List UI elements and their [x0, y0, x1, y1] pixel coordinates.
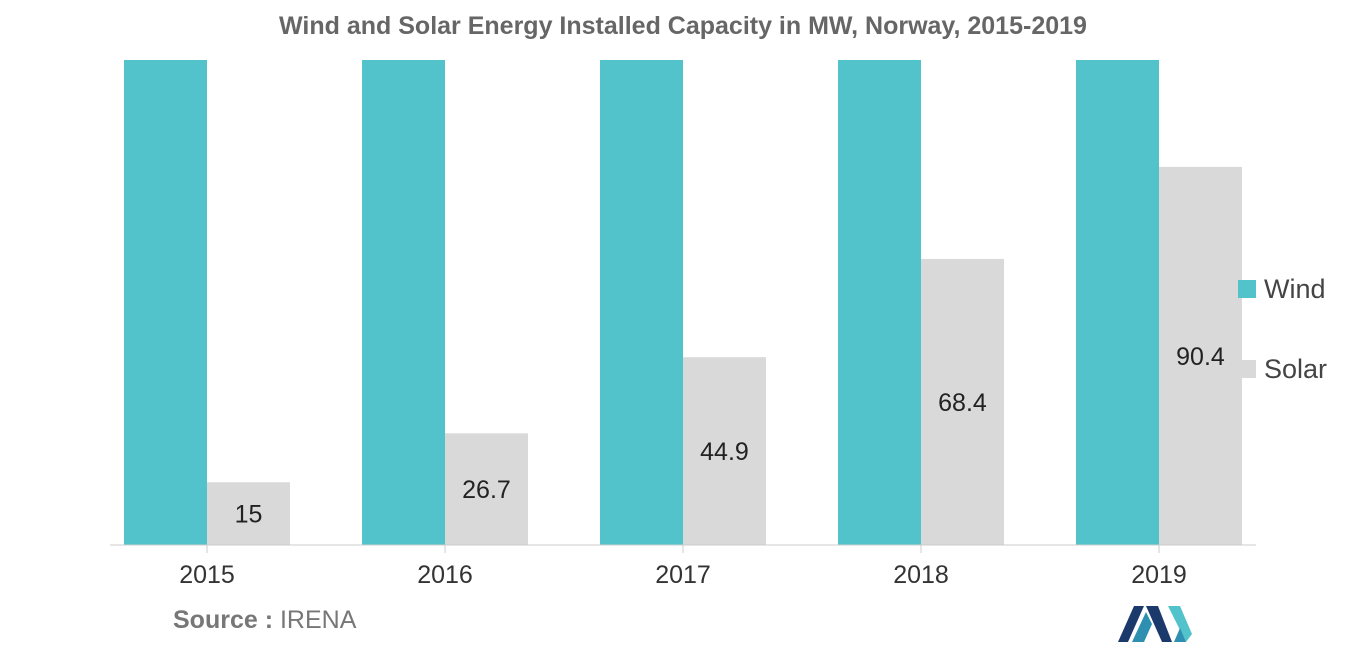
mordor-intelligence-logo-icon [1118, 606, 1192, 642]
bar-wind-2018 [838, 60, 921, 545]
bars-group [124, 60, 1242, 545]
data-label-solar-2015: 15 [235, 501, 263, 529]
bar-solar-2015 [207, 482, 290, 545]
bar-wind-2016 [362, 60, 445, 545]
data-label-solar-2017: 44.9 [700, 438, 749, 466]
data-labels-group: 15 26.7 44.9 68.4 90.4 [235, 343, 1225, 529]
legend-swatch-wind [1238, 280, 1256, 298]
x-axis-ticks: 2015 2016 2017 2018 2019 [179, 545, 1187, 589]
x-tick-label-2016: 2016 [417, 561, 473, 589]
x-tick-label-2018: 2018 [893, 561, 949, 589]
x-tick-label-2015: 2015 [179, 561, 235, 589]
source-label: Source : [173, 606, 274, 634]
legend-label-solar: Solar [1264, 353, 1328, 384]
legend-swatch-solar [1238, 360, 1256, 378]
data-label-solar-2016: 26.7 [462, 476, 511, 504]
legend-item-wind: Wind [1238, 270, 1327, 308]
data-label-solar-2018: 68.4 [938, 389, 987, 417]
bar-wind-2017 [600, 60, 683, 545]
legend: Wind Solar [1238, 270, 1327, 430]
source-note: Source : IRENA [173, 606, 356, 635]
legend-label-wind: Wind [1264, 273, 1326, 304]
source-value: IRENA [279, 606, 357, 634]
bar-wind-2019 [1076, 60, 1159, 545]
bar-solar-2018 [921, 258, 1004, 545]
legend-item-solar: Solar [1238, 350, 1327, 388]
x-tick-label-2017: 2017 [655, 561, 711, 589]
x-tick-label-2019: 2019 [1131, 561, 1187, 589]
chart-title: Wind and Solar Energy Installed Capacity… [279, 12, 1087, 40]
bar-solar-2016 [445, 433, 528, 545]
bar-wind-2015 [124, 60, 207, 545]
data-label-solar-2019: 90.4 [1176, 343, 1225, 371]
bar-solar-2019 [1159, 166, 1242, 545]
bar-solar-2017 [683, 357, 766, 545]
